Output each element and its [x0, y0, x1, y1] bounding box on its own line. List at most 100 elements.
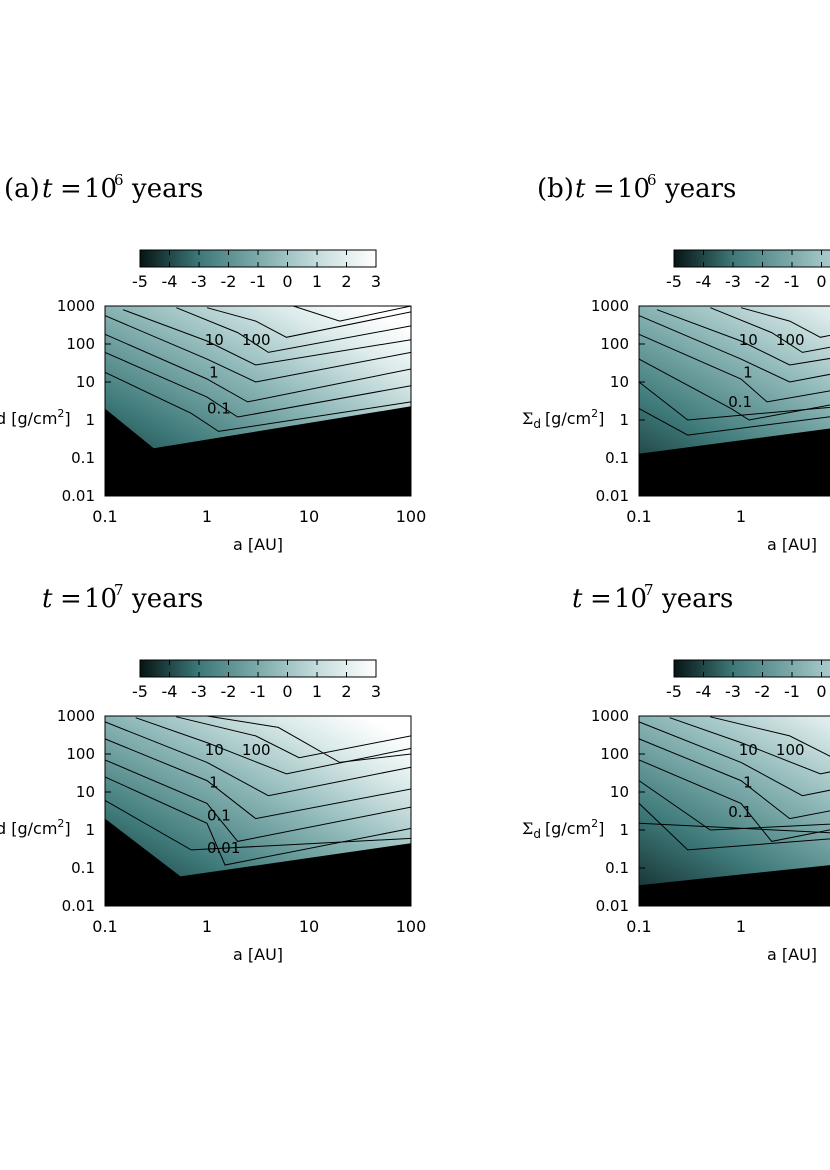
x-tick-label: 0.1 [92, 917, 117, 936]
y-axis-label-close: ] [64, 409, 70, 428]
contour-label: 0.1 [207, 806, 231, 824]
y-axis-label-close: ] [64, 819, 70, 838]
x-tick-label: 100 [396, 507, 427, 526]
y-tick-label: 0.01 [62, 897, 95, 915]
colorbar-tick-label: -4 [696, 682, 712, 701]
y-axis-label-symbol: Σ [522, 409, 533, 428]
colorbar-tick-label: -2 [221, 272, 237, 291]
y-axis-label: Σd [g/cm2] [522, 407, 604, 431]
x-tick-label: 1 [202, 917, 212, 936]
panel-title-label: (a) [4, 174, 40, 204]
dark-region [639, 865, 830, 906]
y-axis-label-symbol: Σ [522, 819, 533, 838]
contour-line [638, 358, 830, 421]
contour-label: 1 [743, 364, 753, 382]
y-tick-label: 1 [619, 821, 629, 839]
y-axis-label-sup: 2 [591, 817, 598, 830]
title-years: years [664, 174, 736, 204]
colorbar-tick-label: -2 [221, 682, 237, 701]
y-axis-label-sup: 2 [57, 817, 64, 830]
y-tick-label: 10 [76, 373, 95, 391]
contour-label: 100 [242, 331, 271, 349]
y-axis-label: d [g/cm2] [0, 817, 71, 838]
colorbar-tick-label: -3 [725, 272, 741, 291]
y-axis-label-close: ] [598, 819, 604, 838]
title-t-symbol: t [42, 174, 53, 204]
plot-frame [104, 305, 412, 497]
y-axis-label: d [g/cm2] [0, 407, 71, 428]
contour-line [656, 309, 830, 366]
panel-title-label: (b) [537, 174, 574, 204]
colorbar-tick-label: 0 [282, 682, 292, 701]
colorbar-tick-label: -1 [250, 682, 266, 701]
title-exponent: 7 [114, 581, 124, 599]
x-tick-label: 10 [299, 917, 319, 936]
y-tick-label: 10 [610, 373, 629, 391]
title-equals: = [60, 174, 82, 204]
y-tick-label: 0.1 [71, 859, 95, 877]
y-tick-label: 1 [619, 411, 629, 429]
colorbar-tick-label: -3 [191, 272, 207, 291]
y-tick-label: 1 [85, 821, 95, 839]
title-exponent: 7 [644, 581, 654, 599]
y-tick-label: 100 [66, 335, 95, 353]
y-axis-label-sup: 2 [591, 407, 598, 420]
x-tick-label: 0.1 [626, 507, 651, 526]
x-axis-label: a [AU] [233, 945, 283, 964]
x-tick-label: 1 [202, 507, 212, 526]
colorbar-tick-label: -5 [666, 272, 682, 291]
panel-d: t=107years-5-4-3-2-101231010010.11000100… [522, 581, 830, 964]
colorbar-tick-label: 0 [282, 272, 292, 291]
dark-region [639, 428, 830, 496]
colorbar-tick-label: -2 [755, 272, 771, 291]
panel-c: t = 107 years-5 -4 -3 -2 -1 0 1 2 310 10010.10.01100… [0, 581, 426, 964]
y-tick-label: 1 [85, 411, 95, 429]
contour-line [669, 717, 830, 775]
title-years: years [131, 174, 203, 204]
x-tick-label: 1 [736, 507, 746, 526]
x-axis-label: a [AU] [233, 535, 283, 554]
y-tick-label: 10 [610, 783, 629, 801]
y-tick-label: 0.01 [62, 487, 95, 505]
contour-line [206, 715, 412, 763]
contour-line [104, 759, 412, 842]
contour-line [104, 371, 412, 432]
contour-line [104, 721, 412, 797]
contour-line [740, 307, 830, 338]
contour-line [638, 721, 830, 797]
y-axis-label-text: d [g/cm [0, 409, 57, 428]
dark-region [105, 818, 411, 906]
contour-line [104, 776, 412, 866]
title-base: 10 [84, 174, 117, 204]
colorbar-tick-label: -4 [162, 272, 178, 291]
colorbar-tick-label: -1 [250, 272, 266, 291]
title-equals: = [593, 174, 615, 204]
colorbar-tick-label: 2 [341, 272, 351, 291]
y-tick-label: 1000 [591, 707, 629, 725]
colorbar-tick-label: 2 [341, 682, 351, 701]
contour-label: 0.1 [207, 399, 231, 417]
x-axis-label: a [AU] [767, 535, 817, 554]
panel-a: (a) t = 106 years-5 -4 -3 -2 -1 0 1 2 310 10010.11000… [0, 171, 426, 554]
plot-frame [638, 305, 830, 497]
colorbar-tick-label: 0 [816, 682, 826, 701]
colorbar-tick-label: -1 [784, 682, 800, 701]
contour-label: 1 [209, 774, 219, 792]
plot-frame [104, 715, 412, 907]
contour-label: 10 [739, 331, 758, 349]
x-axis-label: a [AU] [767, 945, 817, 964]
contour-line [104, 315, 412, 383]
contour-label: 10 [739, 741, 758, 759]
contour-label: 0.1 [728, 393, 752, 411]
colorbar-tick-label: -5 [132, 682, 148, 701]
title-t-symbol: t [42, 584, 53, 614]
contour-line [638, 381, 830, 421]
y-tick-label: 1000 [57, 297, 95, 315]
y-tick-label: 100 [66, 745, 95, 763]
y-axis-label: Σd [g/cm2] [522, 817, 604, 841]
colorbar-tick-label: -1 [784, 272, 800, 291]
contour-line [122, 309, 412, 366]
contour-line [104, 351, 412, 418]
y-tick-label: 1000 [57, 707, 95, 725]
y-axis-label-subscript: d [533, 417, 541, 431]
